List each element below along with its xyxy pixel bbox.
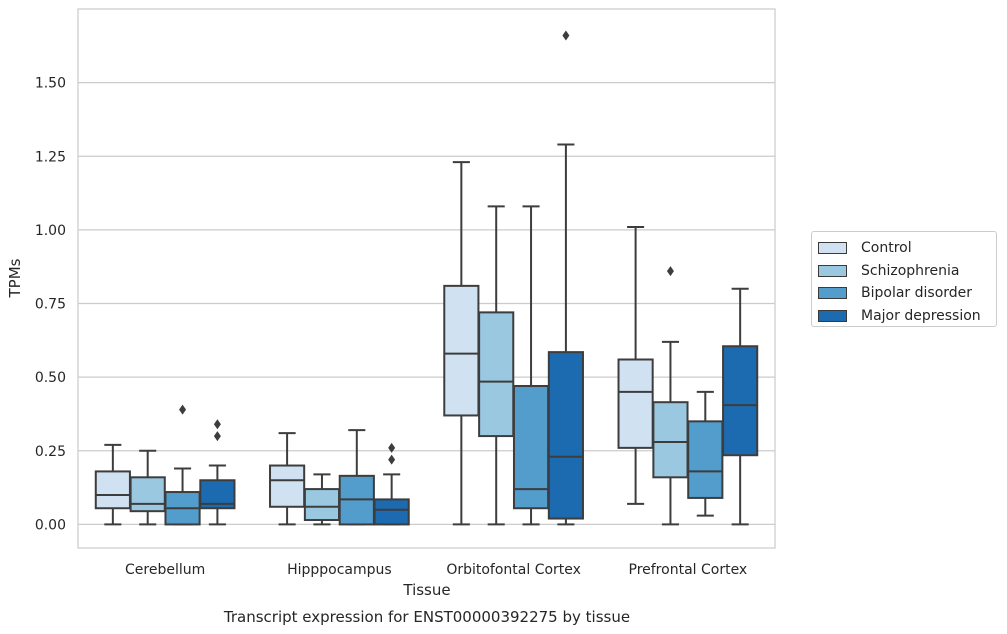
iqr-box <box>373 498 410 526</box>
outlier-point <box>213 419 221 430</box>
y-tick-label: 1.50 <box>35 76 66 92</box>
x-tick-labels: Cerebellum Hipppocampus Orbitofontal Corte… <box>125 562 747 578</box>
x-tick-label: Cerebellum <box>125 562 205 578</box>
box-bipolar-disorder <box>512 205 550 526</box>
box-control <box>94 443 131 526</box>
box-schizophrenia <box>303 473 341 526</box>
iqr-box <box>303 488 341 522</box>
box-schizophrenia <box>652 266 689 526</box>
iqr-box <box>94 470 131 510</box>
legend-swatch <box>818 242 847 255</box>
y-tick-label: 1.00 <box>35 223 66 239</box>
x-tick-label: Prefrontal Cortex <box>629 562 748 578</box>
iqr-box <box>478 311 515 438</box>
x-axis-label: Tissue <box>402 581 450 599</box>
y-tick-label: 0.25 <box>35 444 66 460</box>
iqr-box <box>547 351 584 520</box>
legend-swatch <box>818 287 847 300</box>
iqr-box <box>512 385 550 510</box>
y-tick-label: 0.50 <box>35 370 66 386</box>
legend-swatch <box>818 264 847 277</box>
legend-label: Major depression <box>861 307 981 324</box>
iqr-box <box>129 476 166 513</box>
y-gridlines <box>78 82 775 526</box>
iqr-box <box>443 284 480 417</box>
box-schizophrenia <box>478 205 515 526</box>
box-bipolar-disorder <box>164 404 201 526</box>
boxes <box>94 30 759 526</box>
y-tick-label: 0.75 <box>35 297 66 313</box>
box-control <box>269 432 306 526</box>
box-major-depression <box>199 419 236 526</box>
plot-frame <box>77 8 776 549</box>
legend-label: Bipolar disorder <box>861 285 973 302</box>
legend: Control Schizophrenia Bipolar disorder Majo… <box>811 231 997 327</box>
x-tick-label: Orbitofontal Cortex <box>446 562 581 578</box>
iqr-box <box>652 401 689 479</box>
x-tick-label: Hipppocampus <box>287 562 392 578</box>
legend-label: Control <box>861 240 912 257</box>
legend-item: Control <box>818 237 996 260</box>
legend-label: Schizophrenia <box>861 262 960 279</box>
iqr-box <box>687 420 724 499</box>
y-tick-label: 1.25 <box>35 149 66 165</box>
box-control <box>617 225 654 505</box>
box-control <box>443 161 480 526</box>
box-major-depression <box>373 442 410 526</box>
box-bipolar-disorder <box>687 390 724 517</box>
outlier-point <box>388 454 396 465</box>
outlier-point <box>666 266 674 277</box>
box-major-depression <box>722 287 759 526</box>
y-axis-label: TPMs <box>6 258 24 298</box>
outlier-point <box>562 30 570 41</box>
chart-caption: Transcript expression for ENST0000039227… <box>223 608 630 626</box>
iqr-box <box>617 358 654 449</box>
legend-item: Bipolar disorder <box>818 282 996 305</box>
box-major-depression <box>547 30 584 526</box>
y-tick-labels: 0.00 0.25 0.50 0.75 1.00 1.25 1.50 <box>35 76 66 534</box>
outlier-point <box>388 442 396 453</box>
iqr-box <box>722 345 759 457</box>
box-schizophrenia <box>129 449 166 526</box>
iqr-box <box>269 464 306 508</box>
outlier-point <box>179 404 187 415</box>
legend-swatch <box>818 309 847 322</box>
box-bipolar-disorder <box>338 429 375 526</box>
outlier-point <box>213 431 221 442</box>
y-tick-label: 0.00 <box>35 517 66 533</box>
legend-item: Schizophrenia <box>818 260 996 283</box>
legend-item: Major depression <box>818 305 996 328</box>
